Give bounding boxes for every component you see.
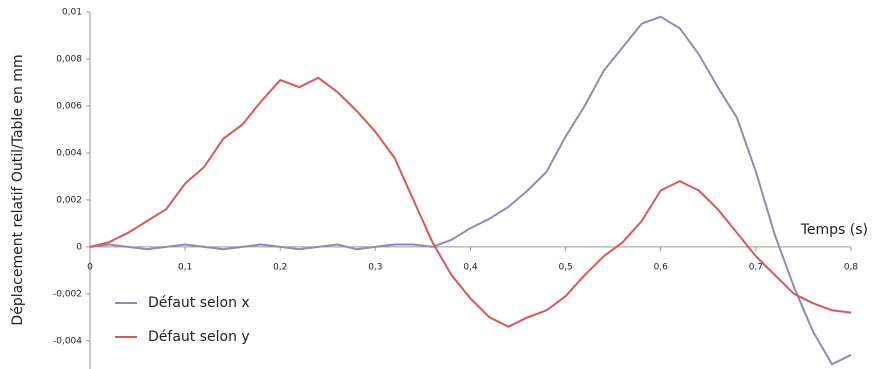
y-tick-label: 0,008	[56, 54, 82, 64]
y-tick-label: -0,004	[53, 336, 82, 346]
x-tick-label: 0,8	[844, 262, 859, 272]
legend-label: Défaut selon x	[148, 295, 250, 311]
x-tick-label: 0,6	[654, 262, 669, 272]
series-line	[89, 76, 852, 328]
x-tick-label: 0,5	[558, 262, 572, 272]
x-tick-label: 0,1	[178, 262, 192, 272]
x-tick-label: 0,2	[273, 262, 287, 272]
y-tick-label: 0	[76, 242, 82, 252]
y-tick-label: -0,002	[53, 289, 82, 299]
y-tick-label: 0,006	[56, 101, 82, 111]
x-tick-label: 0,4	[463, 262, 478, 272]
y-tick-label: 0,002	[56, 195, 82, 205]
x-tick-label: 0	[87, 262, 93, 272]
x-axis-label: Temps (s)	[800, 222, 868, 238]
y-tick-label: 0,004	[56, 148, 82, 158]
y-axis-label: Déplacement relatif Outil/Table en mm	[10, 54, 26, 325]
x-tick-label: 0,3	[368, 262, 382, 272]
x-tick-label: 0,7	[749, 262, 763, 272]
series-line	[89, 15, 852, 366]
y-tick-label: 0,01	[62, 8, 82, 18]
legend-label: Défaut selon y	[148, 329, 250, 345]
